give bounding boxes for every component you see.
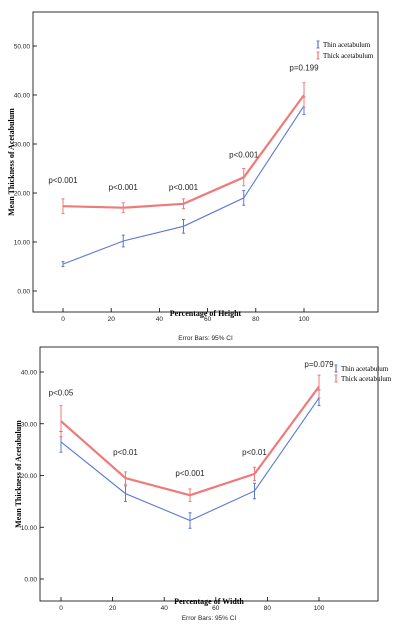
x-tick-label: 20 <box>108 316 116 323</box>
error-bar <box>317 374 321 399</box>
chart-2: 0.00 10.00 20.00 30.00 40.00 0 20 40 60 80 100 Perc… <box>14 346 392 622</box>
y-tick-label: 10.00 <box>14 240 31 247</box>
y-tick-label: 10.00 <box>21 525 38 532</box>
error-bars-note: Error Bars: 95% CI <box>178 335 233 342</box>
error-bars-note: Error Bars: 95% CI <box>182 615 237 622</box>
legend-item: Thick acetabulum <box>316 51 374 60</box>
x-axis-title: Percentage of Height <box>170 309 242 318</box>
error-bar <box>61 261 65 267</box>
error-bar <box>121 202 125 214</box>
error-bar <box>253 466 256 482</box>
legend-label: Thick acetabulum <box>323 52 374 60</box>
error-bar <box>121 234 125 248</box>
y-tick-label: 30.00 <box>21 421 38 428</box>
y-tick-label: 0.00 <box>24 577 37 584</box>
error-bar <box>59 405 63 438</box>
p-value-label: p<0.001 <box>229 151 259 160</box>
legend-label: Thin acetabulum <box>341 365 389 373</box>
x-tick-label: 0 <box>61 316 65 323</box>
y-axis-title: Mean Thickness of Acetabulum <box>7 108 16 216</box>
error-bar <box>188 488 192 502</box>
x-tick-label: 20 <box>109 605 117 612</box>
x-tick-label: 80 <box>252 316 260 323</box>
x-tick-label: 100 <box>314 605 325 612</box>
y-tick-label: 50.00 <box>14 44 31 51</box>
error-bar <box>188 512 192 529</box>
error-bar <box>124 485 127 502</box>
chart-1: 0.00 10.00 20.00 30.00 40.00 50.00 0 20 40 60 80 10… <box>7 11 379 342</box>
p-value-label: p<0.001 <box>175 469 205 478</box>
x-axis-title: Percentage of Width <box>174 597 244 606</box>
p-value-label: p<0.001 <box>48 176 78 185</box>
error-bar <box>61 198 65 215</box>
y-axis-title: Mean Thickness of Acetabulum <box>14 420 23 528</box>
plot-frame <box>32 11 379 313</box>
error-bar <box>242 190 246 206</box>
y-tick-label: 30.00 <box>14 142 31 149</box>
p-value-label: p=0.199 <box>289 64 319 73</box>
x-tick-label: 60 <box>212 605 220 612</box>
legend-item: Thin acetabulum <box>334 364 389 373</box>
error-bar <box>302 82 306 108</box>
x-tick-label: 60 <box>204 316 212 323</box>
x-tick-label: 0 <box>59 605 63 612</box>
y-tick-label: 40.00 <box>21 370 38 377</box>
x-tick-label: 80 <box>264 605 272 612</box>
x-tick-label: 40 <box>161 605 169 612</box>
error-bar <box>124 471 127 485</box>
y-tick-label: 40.00 <box>14 93 31 100</box>
p-value-label: p=0.079 <box>304 360 334 369</box>
error-bar <box>242 168 246 187</box>
p-value-label: p<0.01 <box>242 448 267 457</box>
error-bar <box>182 218 185 234</box>
y-tick-label: 0.00 <box>17 289 30 296</box>
y-tick-label: 20.00 <box>21 473 38 480</box>
p-value-label: p<0.05 <box>49 388 74 397</box>
legend-label: Thick acetabulum <box>341 375 392 383</box>
p-value-label: p<0.01 <box>113 448 138 457</box>
y-tick-label: 20.00 <box>14 191 31 198</box>
legend-label: Thin acetabulum <box>323 41 371 49</box>
x-tick-label: 100 <box>299 316 310 323</box>
plot-frame <box>39 346 379 602</box>
error-bar <box>253 482 256 500</box>
p-value-label: p<0.001 <box>169 183 199 192</box>
legend-item: Thin acetabulum <box>316 40 371 49</box>
error-bar <box>182 198 185 210</box>
legend-item: Thick acetabulum <box>334 374 392 383</box>
x-tick-label: 40 <box>156 316 164 323</box>
p-value-label: p<0.001 <box>109 183 139 192</box>
